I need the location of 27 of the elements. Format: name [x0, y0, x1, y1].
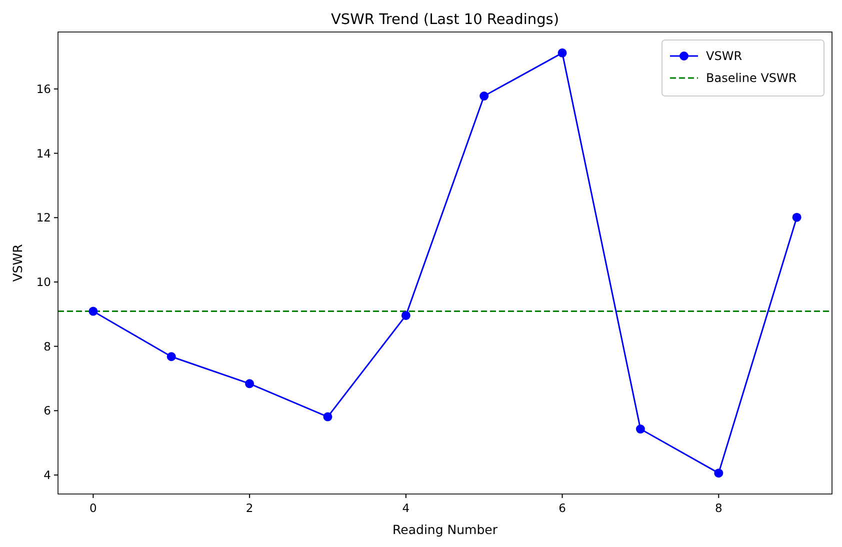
x-tick-label: 0 [90, 501, 97, 515]
y-axis-title: VSWR [10, 244, 25, 282]
x-tick-label: 4 [402, 501, 410, 515]
y-tick-label: 14 [36, 146, 51, 160]
x-tick-label: 2 [246, 501, 254, 515]
point [636, 424, 645, 434]
point [245, 379, 254, 388]
point [401, 310, 410, 320]
y-tick-label: 12 [36, 210, 51, 225]
point [88, 306, 98, 316]
y-tick-label: 4 [44, 468, 51, 482]
point [714, 468, 724, 478]
point [480, 92, 489, 101]
x-tick-label: 8 [714, 501, 722, 515]
y-tick-label: 6 [44, 404, 51, 418]
legend-label: VSWR [706, 49, 742, 64]
y-tick-label: 8 [44, 339, 51, 354]
legend-label: Baseline VSWR [706, 71, 797, 86]
point [166, 352, 176, 362]
y-tick-label: 10 [36, 275, 51, 290]
point [558, 48, 567, 58]
x-axis-title: Reading Number [392, 522, 498, 537]
chart-title: VSWR Trend (Last 10 Readings) [330, 12, 560, 28]
y-tick-label: 16 [36, 82, 51, 96]
point [792, 212, 802, 222]
x-tick-label: 6 [558, 501, 566, 515]
point [323, 412, 332, 422]
